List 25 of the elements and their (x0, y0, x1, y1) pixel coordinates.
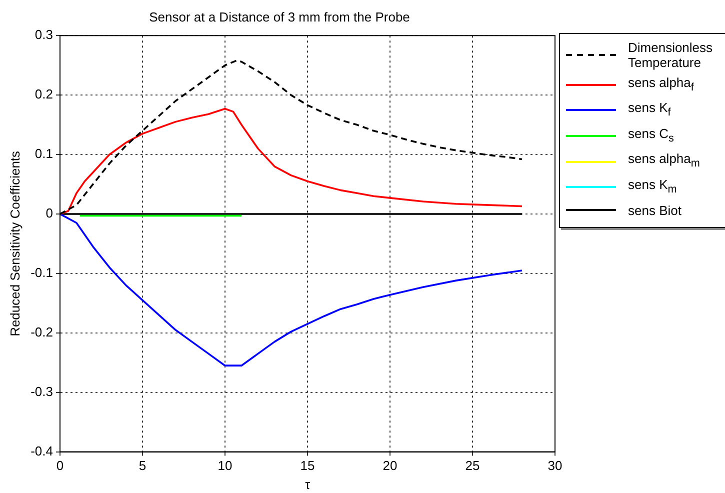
y-tick-label: 0.2 (34, 86, 53, 102)
x-tick-label: 10 (218, 458, 232, 474)
x-tick-label: 25 (465, 458, 480, 474)
legend-label: sens C$_{s}$ (628, 126, 675, 146)
legend-label: sens alpha$_{f}$ (628, 74, 695, 96)
x-axis-title: τ (304, 476, 311, 492)
y-tick-label: -0.3 (30, 384, 53, 399)
x-tick-label: 20 (382, 458, 398, 474)
legend-label: sens alpha$_{m}$ (628, 151, 701, 172)
legend-label: sens K$_{m}$ (628, 176, 678, 198)
legend-label: Dimensionless Temperature (628, 40, 714, 70)
y-tick-label: -0.1 (30, 265, 53, 280)
chart-title: Sensor at a Distance of 3 mm from the Probe (149, 9, 410, 24)
y-tick-label: 0 (46, 206, 53, 221)
legend-label: sens K$_{f}$ (628, 100, 672, 121)
x-tick-label: 0 (56, 458, 64, 474)
y-tick-label: -0.4 (30, 443, 53, 458)
y-axis-title: Reduced Sensitivity Coefficients (7, 150, 22, 336)
x-tick-label: 15 (300, 458, 315, 474)
x-tick-label: 5 (138, 458, 146, 474)
y-tick-label: 0.1 (34, 146, 53, 162)
x-tick-label: 30 (548, 458, 562, 474)
y-tick-label: 0.3 (34, 27, 53, 42)
y-tick-label: -0.2 (30, 324, 53, 340)
legend-label: sens Biot (628, 202, 682, 218)
